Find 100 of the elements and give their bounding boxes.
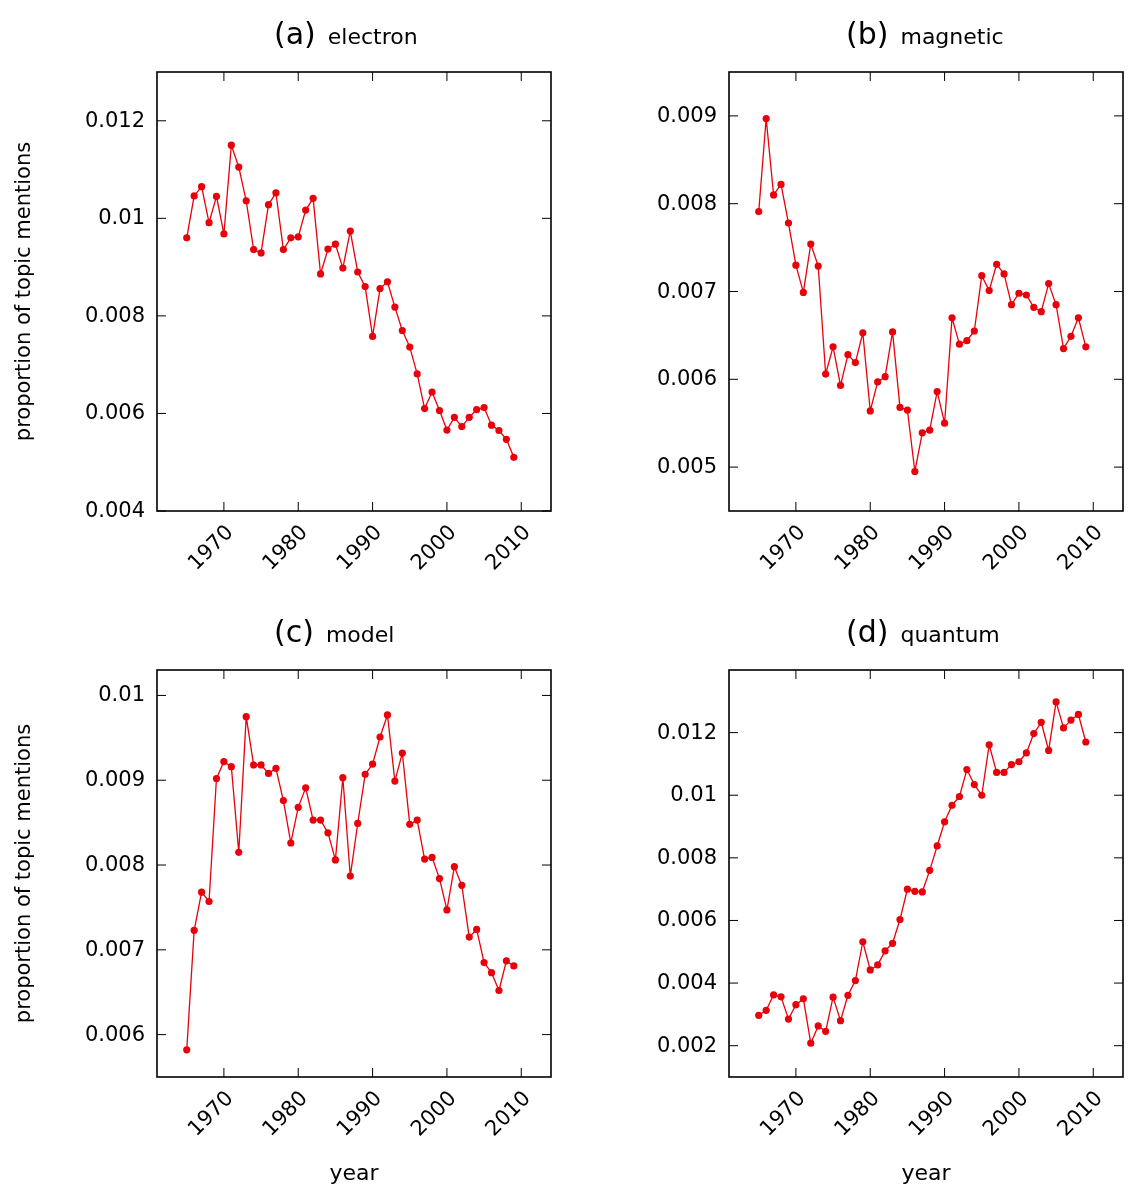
point [250,245,258,254]
point [881,373,889,381]
point [866,966,874,974]
point [1000,768,1008,776]
y-tick-label: 0.009 [84,767,145,792]
point [1067,332,1075,340]
point [376,733,384,741]
point [235,848,243,856]
point [302,784,310,792]
point [428,853,436,861]
chart-subtitle: magnetic [900,24,1004,49]
y-tick-label: 0.007 [84,936,145,961]
point [487,969,496,977]
point [978,272,986,280]
point [435,406,444,415]
point [190,926,198,934]
point [331,856,340,864]
y-tick-label: 0.012 [656,719,717,744]
point [324,245,332,253]
point [413,816,421,824]
y-tick-label: 0.01 [98,205,145,230]
point [1015,758,1023,766]
point [406,343,414,351]
point [933,387,941,396]
point [287,839,295,847]
point [354,819,362,828]
point [911,887,919,895]
y-tick-label: 0.012 [84,107,145,132]
point [918,888,926,896]
point [799,995,807,1003]
point [339,774,347,782]
point [888,328,897,336]
point [495,986,503,995]
point [784,1015,793,1023]
point [428,388,436,396]
y-tick-label: 0.008 [656,190,717,215]
point [264,769,273,778]
point [502,435,510,443]
y-tick-label: 0.006 [84,1021,145,1046]
chart-subtitle: model [325,622,395,647]
chart-title: (a) [274,16,316,51]
point [458,423,466,431]
point [346,872,354,880]
point [339,264,347,272]
point [272,189,280,197]
point [1052,301,1060,309]
chart-subtitle: quantum [900,622,1000,647]
point [316,270,325,278]
point [770,191,778,199]
point [970,780,978,789]
point [205,219,213,227]
point [993,768,1001,776]
point [212,192,221,200]
point [443,426,451,434]
point [391,777,399,785]
point [1082,343,1090,351]
point [435,874,444,883]
point [495,426,503,435]
point [406,820,414,828]
chart-title: (d) [846,614,889,649]
point [383,278,392,286]
x-axis-title: year [329,1160,380,1185]
point [963,765,971,774]
point [955,340,964,348]
point [198,888,206,896]
point [413,370,421,378]
point [242,713,250,721]
point [755,1011,763,1019]
point [1000,270,1008,278]
point [1015,289,1023,297]
y-tick-label: 0.006 [84,400,145,425]
point [970,327,978,335]
point [383,711,392,719]
point [480,958,488,967]
point [762,1006,770,1014]
point [1059,344,1068,353]
point [510,453,518,461]
y-tick-label: 0.004 [84,498,145,522]
point [881,947,889,955]
point [851,359,859,367]
point [918,429,926,437]
point [896,915,904,924]
point [235,163,243,171]
point [1007,760,1016,769]
point [948,801,956,809]
point [465,933,473,941]
y-tick-label: 0.008 [84,852,145,877]
y-tick-label: 0.008 [84,302,145,327]
point [190,192,198,200]
x-axis-title: year [901,1160,952,1185]
point [859,329,867,337]
y-tick-label: 0.009 [656,102,717,127]
point [903,885,912,893]
point [1037,718,1045,726]
point [822,370,830,378]
point [227,141,235,149]
point [903,406,912,414]
point [421,404,429,413]
point [1037,308,1045,316]
point [985,287,993,295]
